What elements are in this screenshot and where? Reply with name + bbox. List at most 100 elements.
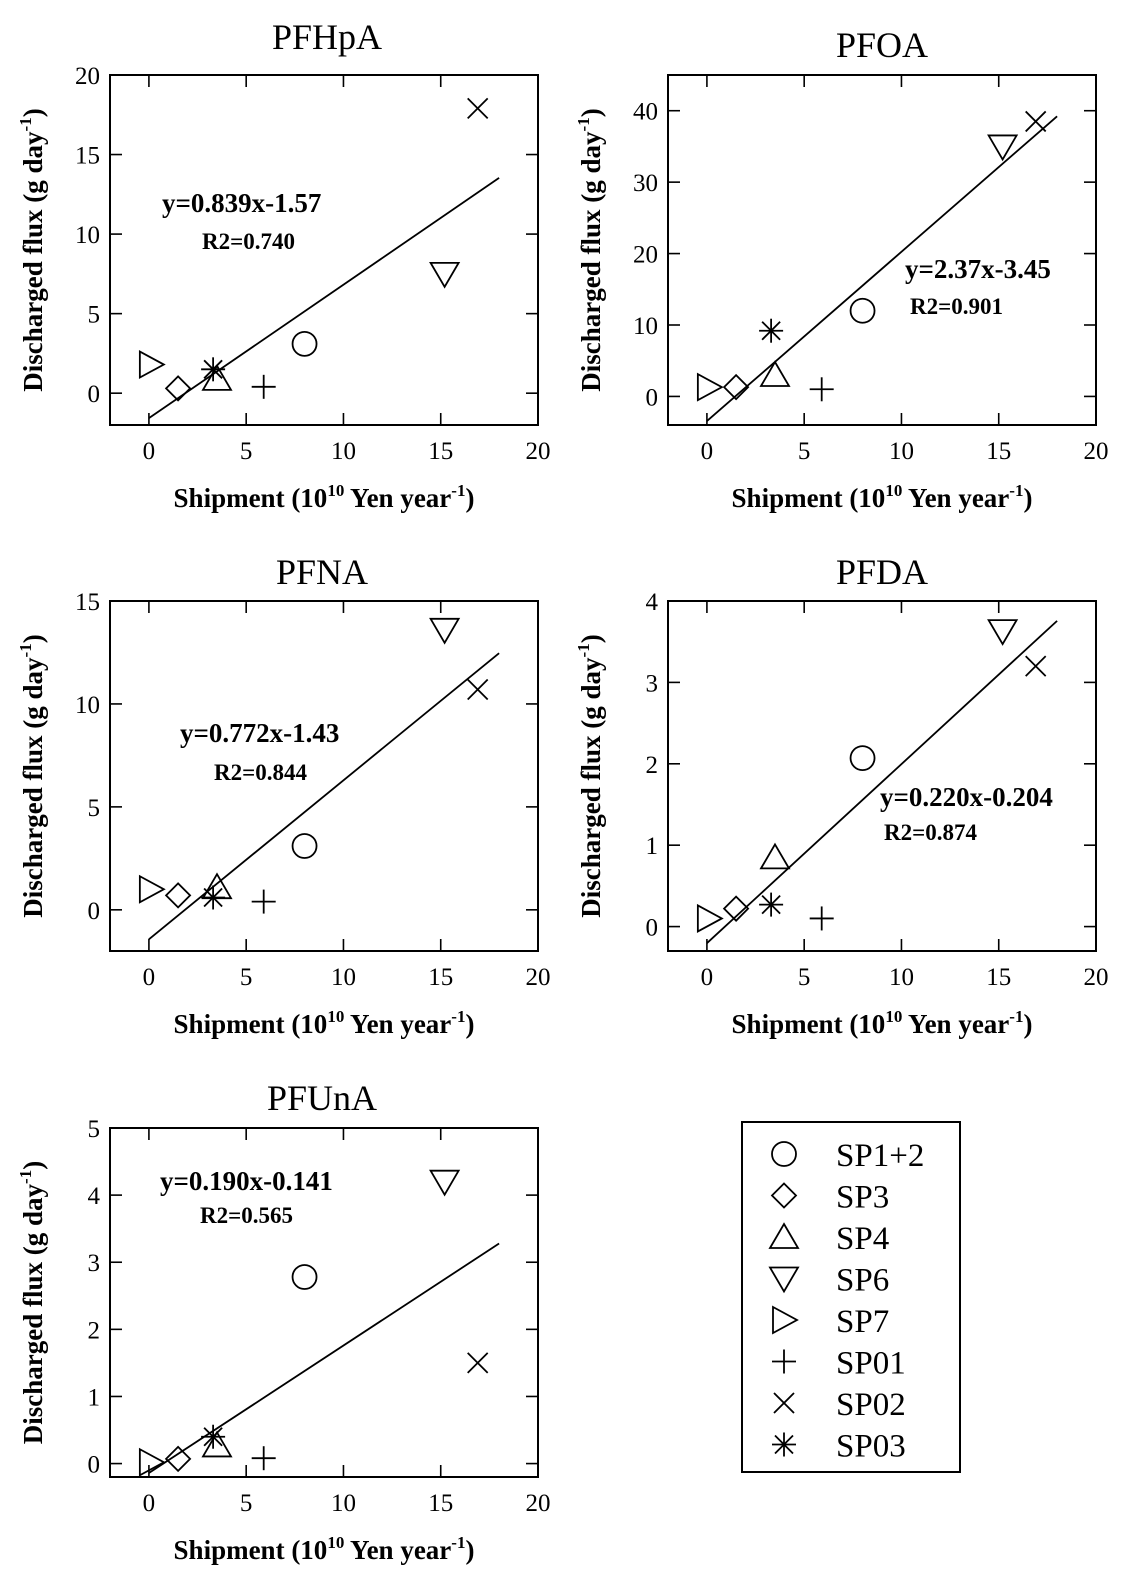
point-sp01 <box>809 377 834 402</box>
y-tick-label: 0 <box>646 915 659 942</box>
regression-line <box>706 620 1058 944</box>
legend-marker <box>772 1305 799 1335</box>
point-sp1plus2 <box>291 833 318 859</box>
y-tick-label: 10 <box>633 313 658 340</box>
legend-label: SP01 <box>836 1346 906 1382</box>
y-tick-label: 1 <box>88 1384 101 1411</box>
legend-label: SP03 <box>836 1429 906 1465</box>
y-axis-label: Discharged flux (g day-1) <box>574 108 606 391</box>
point-sp02 <box>467 678 489 701</box>
panel-pfoa: PFOA 0 5 10 15 20 0 10 20 30 40 Shipment (1010 Yen … <box>574 25 1109 513</box>
y-tick-label: 15 <box>75 143 100 170</box>
regression-line <box>148 177 500 419</box>
x-tick-label: 20 <box>526 964 551 991</box>
point-sp03 <box>201 357 226 382</box>
plot-frame <box>667 600 1097 952</box>
legend-entry-sp6: SP6 <box>768 1263 889 1299</box>
y-tick-label: 10 <box>75 222 100 249</box>
point-sp3 <box>164 1445 192 1473</box>
point-sp4 <box>759 842 791 870</box>
y-axis-label: Discharged flux (g day-1) <box>16 108 48 391</box>
x-tick-label: 15 <box>428 1490 453 1517</box>
y-tick-label: 5 <box>88 795 101 822</box>
legend-marker <box>771 1141 797 1167</box>
regression-line <box>148 652 500 940</box>
y-tick-label: 2 <box>88 1317 101 1344</box>
x-axis-label: Shipment (1010 Yen year-1) <box>732 1007 1033 1039</box>
point-sp1plus2 <box>291 1264 318 1290</box>
r-squared: R2=0.565 <box>200 1203 293 1228</box>
regression-equation: y=0.190x-0.141 <box>160 1166 333 1196</box>
point-sp7 <box>696 903 724 933</box>
x-tick-label: 5 <box>240 438 253 465</box>
point-sp6 <box>987 134 1019 162</box>
point-sp3 <box>722 895 750 922</box>
legend-label: SP7 <box>836 1304 889 1340</box>
regression-line <box>148 1242 500 1474</box>
y-tick-label: 0 <box>646 384 659 411</box>
panel-title: PFUnA <box>267 1078 377 1118</box>
point-sp03 <box>759 892 784 917</box>
panel-title: PFHpA <box>272 17 382 57</box>
y-tick-label: 0 <box>88 898 101 925</box>
point-sp02 <box>1025 110 1047 133</box>
y-tick-label: 0 <box>88 381 101 408</box>
legend-label: SP6 <box>836 1263 889 1299</box>
plot-frame <box>109 74 539 426</box>
point-sp03 <box>759 318 784 343</box>
legend-label: SP4 <box>836 1221 889 1257</box>
x-tick-label: 0 <box>701 964 714 991</box>
point-sp3 <box>164 375 192 402</box>
y-tick-label: 2 <box>646 752 659 779</box>
y-tick-label: 0 <box>88 1452 101 1479</box>
panel-title: PFDA <box>836 552 928 592</box>
panel-title: PFOA <box>836 25 928 65</box>
x-tick-label: 20 <box>526 438 551 465</box>
x-tick-label: 0 <box>701 438 714 465</box>
regression-equation: y=0.220x-0.204 <box>880 782 1053 812</box>
legend-entry-sp3: SP3 <box>770 1180 889 1216</box>
point-sp03 <box>201 885 226 910</box>
x-tick-label: 10 <box>889 438 914 465</box>
point-sp01 <box>251 1446 276 1471</box>
x-tick-label: 15 <box>986 964 1011 991</box>
y-tick-label: 10 <box>75 692 100 719</box>
legend-marker <box>768 1266 800 1294</box>
y-tick-label: 40 <box>633 99 658 126</box>
point-sp03 <box>201 1424 226 1449</box>
point-sp6 <box>987 619 1019 646</box>
plot-frame <box>667 74 1097 426</box>
x-tick-label: 20 <box>1084 964 1109 991</box>
x-tick-label: 20 <box>1084 438 1109 465</box>
x-tick-label: 15 <box>428 438 453 465</box>
point-sp6 <box>429 1169 461 1197</box>
x-tick-label: 0 <box>143 964 156 991</box>
legend-box <box>741 1121 961 1473</box>
point-sp1plus2 <box>291 330 318 357</box>
plot-frame <box>109 1127 539 1478</box>
x-axis-label: Shipment (1010 Yen year-1) <box>174 481 475 513</box>
legend-marker <box>772 1349 796 1374</box>
r-squared: R2=0.740 <box>202 229 295 254</box>
legend-label: SP02 <box>836 1387 906 1423</box>
legend-marker <box>773 1392 795 1414</box>
point-sp7 <box>138 350 166 380</box>
y-tick-label: 15 <box>75 589 100 616</box>
point-sp7 <box>696 372 724 402</box>
point-sp6 <box>429 617 461 645</box>
r-squared: R2=0.874 <box>884 820 977 845</box>
x-tick-label: 5 <box>798 438 811 465</box>
legend-entry-sp1plus2: SP1+2 <box>771 1138 924 1174</box>
y-axis-label: Discharged flux (g day-1) <box>16 1161 48 1444</box>
x-tick-label: 5 <box>240 1490 253 1517</box>
point-sp01 <box>251 374 276 399</box>
y-tick-label: 5 <box>88 1116 101 1143</box>
legend-entry-sp02: SP02 <box>773 1387 906 1423</box>
x-tick-label: 15 <box>986 438 1011 465</box>
point-sp1plus2 <box>849 745 876 771</box>
x-tick-label: 15 <box>428 964 453 991</box>
point-sp02 <box>467 97 489 120</box>
y-axis-label: Discharged flux (g day-1) <box>574 634 606 917</box>
x-tick-label: 0 <box>143 438 156 465</box>
